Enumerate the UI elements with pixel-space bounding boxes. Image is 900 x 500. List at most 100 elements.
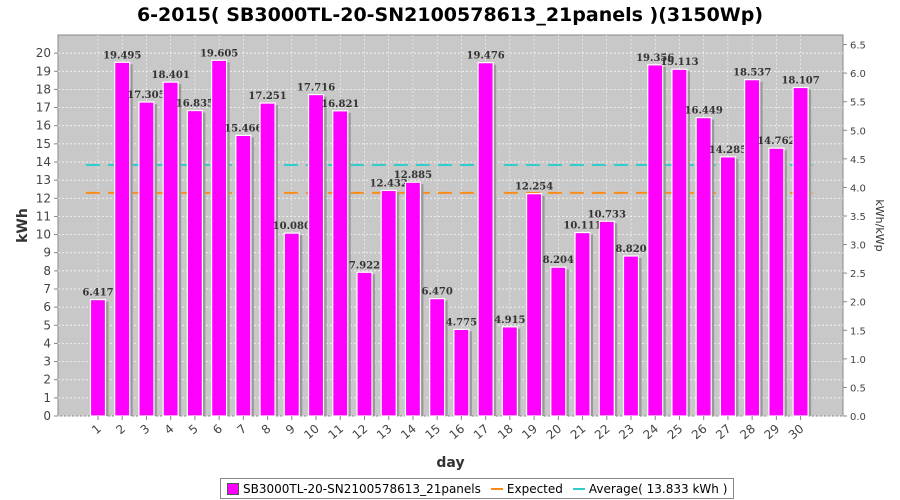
y2-tick-label: 5.0 [850, 126, 866, 137]
bar-value-label: 6.417 [82, 288, 113, 299]
bar-value-label: 14.762 [757, 136, 795, 147]
bar [89, 298, 107, 417]
bar-value-label: 18.401 [152, 70, 190, 81]
y-tick-label: 14 [36, 155, 51, 169]
y2-tick-label: 4.0 [850, 183, 866, 194]
bar-value-label: 16.821 [321, 99, 359, 110]
x-tick-label: 12 [350, 422, 371, 443]
y2-tick-label: 0.5 [850, 383, 866, 394]
bar [380, 189, 397, 417]
x-tick-label: 2 [113, 422, 128, 438]
x-tick-label: 18 [495, 422, 516, 443]
bar [647, 64, 664, 417]
bar [719, 156, 737, 417]
bar-value-label: 19.476 [466, 51, 504, 62]
y-tick-label: 2 [43, 373, 51, 387]
y-tick-label: 1 [43, 391, 51, 405]
y2-tick-label: 6.5 [850, 41, 866, 52]
bar-value-label: 8.204 [543, 255, 574, 266]
bar-value-label: 12.885 [394, 170, 432, 181]
x-tick-label: 16 [447, 422, 468, 443]
x-tick-label: 25 [665, 422, 686, 443]
y2-tick-label: 1.0 [850, 355, 866, 366]
legend: SB3000TL-20-SN2100578613_21panels Expect… [220, 478, 735, 499]
y-tick-label: 3 [43, 355, 51, 369]
x-tick-label: 23 [616, 422, 637, 443]
bar [235, 134, 252, 417]
bar-value-label: 10.111 [563, 221, 601, 232]
bar [332, 110, 349, 417]
y-tick-label: 0 [43, 409, 51, 423]
bar [404, 181, 422, 417]
y-tick-label: 17 [36, 101, 51, 115]
bar-value-label: 10.733 [588, 209, 626, 220]
y-tick-label: 12 [36, 191, 51, 205]
x-tick-label: 4 [162, 422, 177, 438]
y-tick-label: 10 [36, 228, 51, 242]
legend-series-swatch [227, 482, 239, 495]
bar [307, 93, 325, 417]
x-tick-label: 14 [398, 422, 419, 443]
x-axis-title: day [436, 455, 464, 471]
bar-value-label: 19.356 [636, 53, 674, 64]
bar-value-label: 8.820 [615, 244, 646, 255]
bar [525, 193, 543, 417]
y2-tick-label: 6.0 [850, 69, 866, 80]
x-tick-label: 29 [762, 422, 783, 443]
bar-value-label: 18.537 [733, 68, 771, 79]
bar [186, 109, 204, 417]
y2-tick-label: 3.0 [850, 241, 866, 252]
legend-item-average: Average( 13.833 kWh ) [572, 481, 728, 496]
x-tick-label: 1 [89, 422, 104, 438]
bar [550, 266, 567, 417]
x-tick-label: 3 [138, 422, 153, 438]
bar-value-label: 6.470 [422, 287, 453, 298]
x-tick-label: 28 [737, 422, 758, 443]
bar [429, 298, 446, 417]
legend-average-swatch [572, 487, 585, 490]
y2-tick-label: 2.5 [850, 269, 866, 280]
chart-title: 6-2015( SB3000TL-20-SN2100578613_21panel… [136, 4, 764, 26]
bar-value-label: 17.251 [248, 91, 286, 102]
bar [671, 68, 688, 417]
legend-average-label: Average( 13.833 kWh ) [588, 481, 728, 496]
bar-value-label: 7.922 [349, 260, 380, 271]
x-tick-label: 24 [640, 422, 661, 443]
y-tick-label: 9 [43, 246, 51, 260]
legend-expected-label: Expected [506, 481, 563, 496]
x-tick-label: 26 [689, 422, 710, 443]
bar-value-label: 12.254 [515, 182, 553, 193]
legend-series-label: SB3000TL-20-SN2100578613_21panels [243, 481, 481, 496]
x-tick-label: 19 [519, 422, 540, 443]
y-axis-title: kWh [15, 208, 31, 243]
bar [622, 255, 640, 417]
bar-value-label: 15.466 [224, 123, 262, 134]
bar-value-label: 19.605 [200, 48, 238, 59]
x-tick-label: 7 [234, 422, 249, 438]
bar-value-label: 4.915 [494, 315, 525, 326]
bar [162, 81, 179, 417]
x-tick-label: 15 [422, 422, 443, 443]
bar-value-label: 17.305 [127, 90, 165, 101]
bar-value-label: 17.716 [297, 83, 335, 94]
y-tick-label: 5 [43, 318, 51, 332]
bar-value-label: 16.449 [685, 106, 723, 117]
bar [598, 220, 615, 417]
y2-tick-label: 4.5 [850, 155, 866, 166]
bar [356, 271, 373, 417]
x-tick-label: 6 [210, 422, 225, 438]
y-tick-label: 13 [36, 173, 51, 187]
x-tick-label: 21 [568, 422, 589, 443]
bar-value-label: 14.285 [709, 145, 747, 156]
bar [211, 59, 228, 417]
bar [283, 232, 300, 417]
bar [259, 102, 276, 417]
x-tick-label: 5 [186, 422, 201, 438]
y-tick-label: 4 [43, 336, 51, 350]
legend-item-expected: Expected [490, 481, 563, 496]
bar [744, 79, 761, 417]
x-tick-label: 13 [374, 422, 395, 443]
y-tick-label: 15 [36, 137, 51, 151]
legend-expected-swatch [490, 487, 503, 490]
x-tick-label: 27 [713, 422, 734, 443]
